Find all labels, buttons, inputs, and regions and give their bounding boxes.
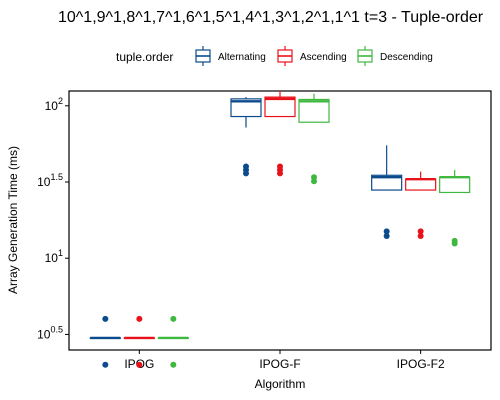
y-tick-label: 101.5 bbox=[37, 172, 63, 189]
outlier-point bbox=[102, 361, 109, 368]
series-alternating bbox=[89, 97, 403, 368]
outlier-point bbox=[243, 170, 249, 177]
outlier-point bbox=[136, 361, 143, 368]
outlier-point bbox=[136, 315, 143, 322]
x-tick-label: IPOG-F2 bbox=[397, 357, 445, 371]
outlier-point bbox=[417, 232, 424, 239]
y-tick-label: 100.5 bbox=[37, 324, 63, 341]
legend-title: tuple.order bbox=[116, 50, 173, 64]
series-descending bbox=[157, 93, 471, 368]
box bbox=[298, 98, 330, 123]
y-tick-label: 102 bbox=[45, 96, 63, 113]
box bbox=[264, 96, 296, 118]
boxes bbox=[89, 91, 471, 368]
outlier-point bbox=[170, 361, 177, 368]
legend-label: Alternating bbox=[218, 52, 266, 63]
legend-item: Alternating bbox=[195, 46, 266, 66]
y-axis-label: Array Generation Time (ms) bbox=[6, 146, 20, 294]
outlier-point bbox=[102, 315, 109, 322]
y-axis: 100.5 101 101.5 102 bbox=[37, 96, 69, 341]
x-axis-label: Algorithm bbox=[255, 377, 306, 391]
legend-item: Descending bbox=[357, 46, 433, 66]
legend-label: Ascending bbox=[300, 52, 347, 63]
outlier-point bbox=[311, 178, 317, 185]
outlier-point bbox=[417, 228, 424, 235]
box bbox=[439, 176, 471, 194]
outlier-point bbox=[383, 232, 390, 239]
y-tick-label: 101 bbox=[45, 248, 63, 265]
outlier-point bbox=[383, 228, 390, 235]
plot-panel bbox=[68, 90, 492, 351]
box bbox=[230, 98, 262, 118]
legend: tuple.order Alternating Ascending Descendi… bbox=[116, 46, 433, 66]
x-tick-label: IPOG-F bbox=[259, 357, 300, 371]
box bbox=[405, 178, 437, 191]
outlier-point bbox=[170, 315, 177, 322]
legend-label: Descending bbox=[380, 52, 433, 63]
box bbox=[371, 174, 403, 191]
outlier-point bbox=[277, 170, 283, 177]
outlier-point bbox=[451, 240, 458, 247]
chart-title: 10^1,9^1,8^1,7^1,6^1,5^1,4^1,3^1,2^1,1^1… bbox=[58, 9, 484, 26]
series-ascending bbox=[123, 91, 437, 368]
legend-item: Ascending bbox=[277, 46, 347, 66]
